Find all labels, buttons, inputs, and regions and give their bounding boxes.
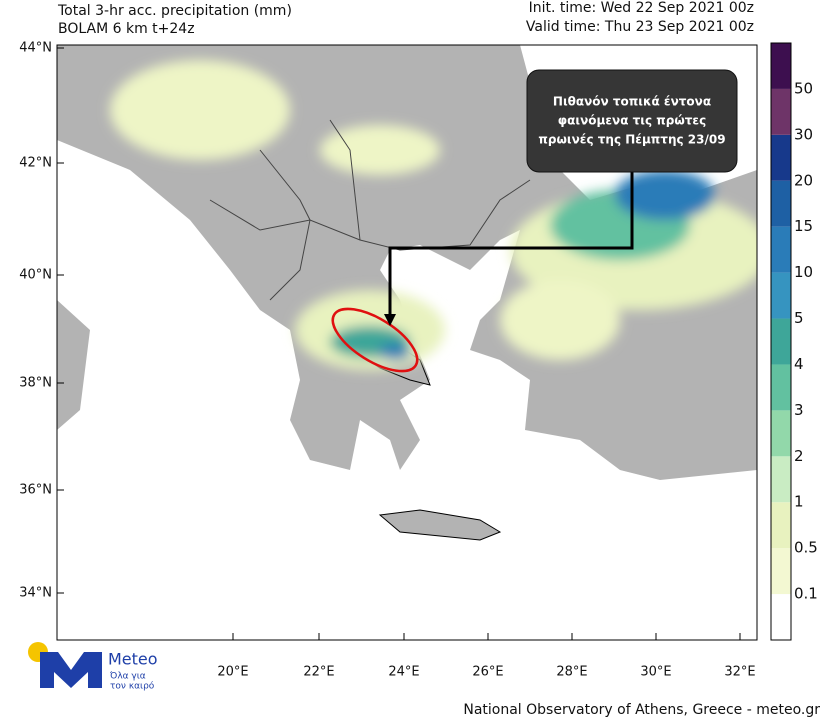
annotation-line: Πιθανόν τοπικά έντονα (553, 95, 711, 109)
precipitation (110, 60, 757, 370)
colorbar-frame (770, 42, 792, 641)
colorbar-swatch (771, 548, 791, 595)
lon-label: 20°E (217, 665, 248, 680)
colorbar-label: 3 (794, 401, 804, 419)
colorbar-label: 15 (794, 217, 813, 235)
annotation-box (526, 69, 738, 173)
footer: National Observatory of Athens, Greece -… (463, 702, 820, 718)
colorbar-label: 10 (794, 263, 813, 281)
colorbar-label: 50 (794, 79, 813, 97)
colorbar-swatch (771, 594, 791, 640)
colorbar-swatch (771, 318, 791, 365)
logo-name: Meteo (108, 650, 158, 669)
logo: Meteo Όλα για τον καιρό (28, 642, 158, 692)
precip-area (320, 125, 440, 175)
logo-mark (40, 652, 102, 688)
logo-tagline: τον καιρό (110, 681, 155, 692)
lon-label: 22°E (303, 665, 334, 680)
colorbar-swatch (771, 43, 791, 89)
annotation-line: πρωινές της Πέμπτης 23/09 (538, 133, 725, 147)
lat-label: 36°N (19, 483, 52, 498)
map-frame (56, 44, 758, 641)
colorbar-label: 30 (794, 125, 813, 143)
annotation-line: φαινόμενα τις πρώτες (558, 114, 706, 128)
precip-area (379, 344, 411, 360)
colorbar-swatch (771, 88, 791, 135)
colorbar-swatch (771, 502, 791, 549)
sea (57, 140, 757, 640)
colorbar-label: 2 (794, 447, 804, 465)
colorbar: 0.1 0.5 1 2 3 4 5 10 15 20 30 50 (770, 42, 818, 641)
lat-label: 38°N (19, 376, 52, 391)
lat-label: 34°N (19, 586, 52, 601)
lat-label: 42°N (19, 156, 52, 171)
pointer-head (384, 314, 396, 326)
colorbar-label: 1 (794, 493, 804, 511)
colorbar-label: 5 (794, 309, 804, 327)
model: BOLAM 6 km t+24z (58, 21, 195, 37)
colorbar-label: 0.1 (794, 585, 818, 603)
lon-label: 24°E (388, 665, 419, 680)
lon-label: 28°E (556, 665, 587, 680)
lat-label: 40°N (19, 268, 52, 283)
highlight-ellipse (331, 307, 419, 373)
lon-label: 32°E (724, 665, 755, 680)
init-time: Init. time: Wed 22 Sep 2021 00z (529, 0, 754, 16)
border (259, 149, 311, 301)
crete (378, 509, 502, 541)
colorbar-label: 4 (794, 355, 804, 373)
title: Total 3-hr acc. precipitation (mm) (57, 3, 292, 19)
colorbar-label: 0.5 (794, 539, 818, 557)
lat-label: 44°N (19, 41, 52, 56)
axes: 44°N 42°N 40°N 38°N 36°N 34°N 20°E 22°E 24°E 26°E… (19, 41, 755, 680)
logo-tagline: Όλα για (109, 671, 146, 682)
colorbar-swatch (771, 180, 791, 227)
border (329, 119, 361, 241)
colorbar-swatch (771, 134, 791, 181)
colorbar-swatch (771, 272, 791, 319)
colorbar-label: 20 (794, 171, 813, 189)
lon-label: 26°E (472, 665, 503, 680)
colorbar-swatch (771, 226, 791, 273)
precip-area (500, 280, 620, 360)
precip-area (615, 170, 715, 220)
colorbar-swatch (771, 364, 791, 411)
valid-time: Valid time: Thu 23 Sep 2021 00z (526, 19, 754, 35)
colorbar-swatch (771, 456, 791, 503)
lon-label: 30°E (640, 665, 671, 680)
border (209, 179, 531, 251)
colorbar-swatch (771, 410, 791, 457)
pointer-line (388, 172, 634, 318)
precip-area (110, 60, 290, 160)
